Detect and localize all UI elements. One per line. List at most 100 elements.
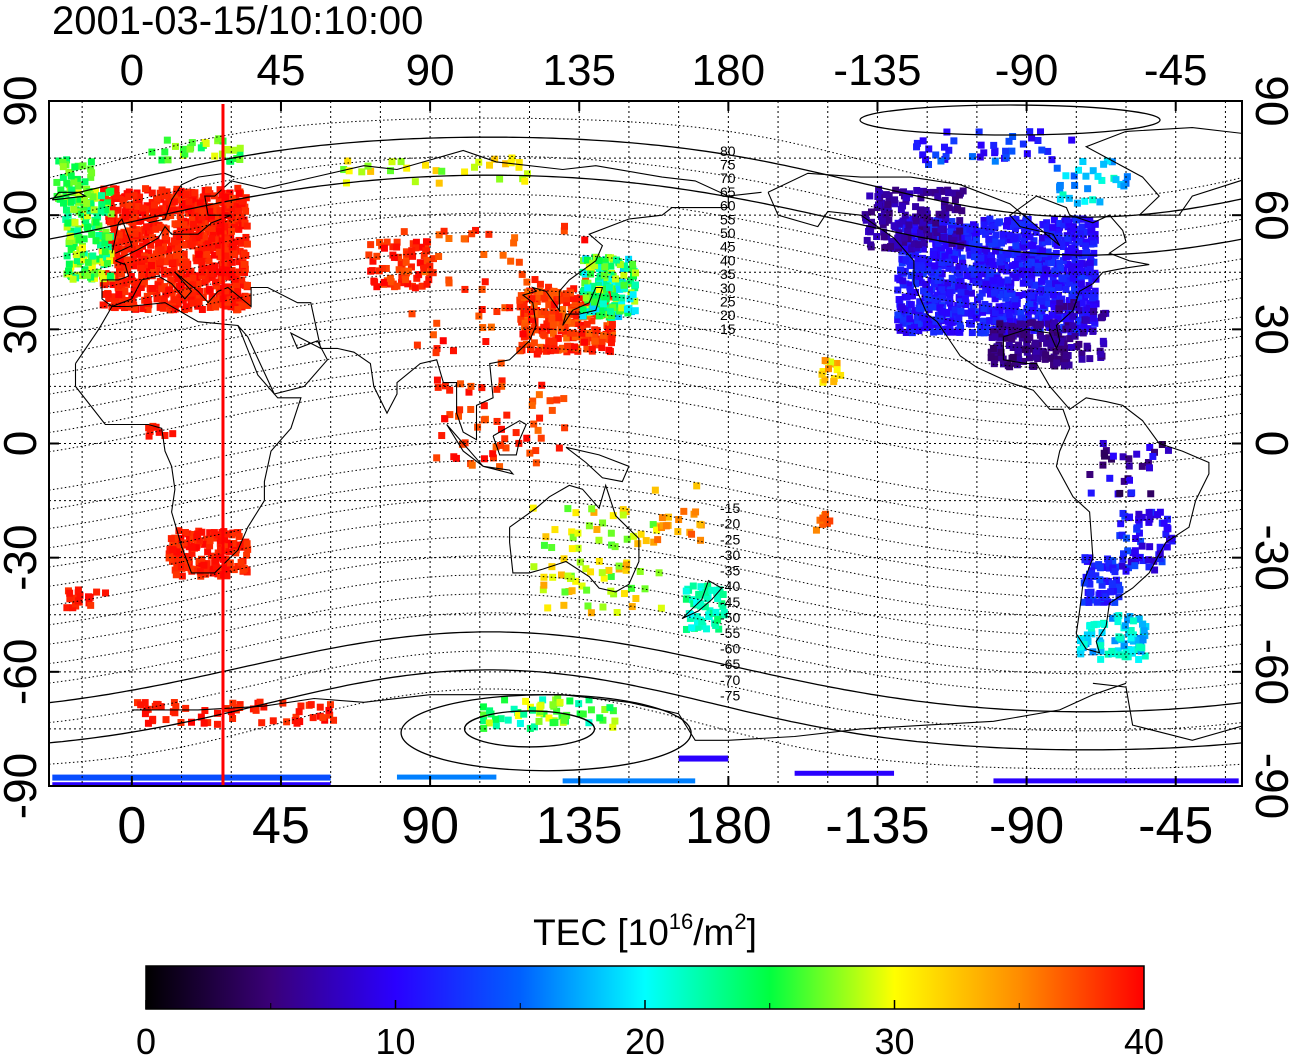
tec-cell (124, 227, 132, 235)
tec-cell (942, 214, 950, 222)
tec-cell (906, 286, 914, 294)
tec-cell (581, 236, 589, 244)
contour-label: -50 (720, 609, 740, 625)
coastline (115, 149, 762, 262)
tec-cell (485, 719, 493, 727)
tec-cell (608, 324, 616, 332)
tec-cell (1043, 219, 1051, 227)
tec-cell (74, 586, 82, 594)
tec-cell (97, 207, 105, 215)
tec-cell (918, 264, 926, 272)
tec-cell (137, 284, 145, 292)
tec-cell (980, 216, 988, 224)
tec-cell (152, 225, 160, 233)
tec-cell (316, 703, 324, 711)
tec-cell (474, 423, 482, 431)
tec-cell (478, 285, 486, 293)
tec-cell (137, 217, 145, 225)
tec-cell (110, 223, 118, 231)
tec-cell (941, 252, 949, 260)
tec-cell (995, 303, 1003, 311)
coastline (131, 682, 1242, 741)
tec-cell (103, 260, 111, 268)
tec-cell (234, 306, 242, 314)
tec-cell (1112, 176, 1120, 184)
tec-cell (1024, 260, 1032, 268)
tec-cell (974, 248, 982, 256)
tec-cell (1037, 128, 1045, 136)
tec-cell (1045, 334, 1053, 342)
tec-cell (468, 230, 476, 238)
tec-cell (957, 307, 965, 315)
tec-cell (204, 186, 212, 194)
tec-cell (1028, 134, 1036, 142)
tec-cell (172, 571, 180, 579)
tec-cell (188, 139, 196, 147)
tec-cell (587, 270, 595, 278)
tec-cell (562, 290, 570, 298)
tec-cell (461, 285, 469, 293)
tec-cell (1082, 242, 1090, 250)
tec-cell (446, 386, 454, 394)
tec-cell (182, 292, 190, 300)
tec-cell (1034, 262, 1042, 270)
tec-cell (198, 306, 206, 314)
tec-cell (1091, 271, 1099, 279)
coastline (101, 271, 329, 395)
tec-cell (166, 286, 174, 294)
tec-cell (955, 263, 963, 271)
left-latitude-labels: 9060300-30-60-90 (0, 75, 46, 819)
tec-cell (990, 282, 998, 290)
tec-cell (881, 244, 889, 252)
tec-cell (951, 266, 959, 274)
tec-cell (223, 236, 231, 244)
tec-cell (189, 299, 197, 307)
tec-cell (435, 231, 443, 239)
tec-cell (493, 385, 501, 393)
tec-cell (397, 158, 405, 166)
tec-cell (110, 304, 118, 312)
tec-cell (114, 236, 122, 244)
tec-cell (182, 191, 190, 199)
tec-cell (1086, 355, 1094, 363)
tec-cell (1063, 314, 1071, 322)
tec-cell (702, 625, 710, 633)
tec-cell (608, 275, 616, 283)
tec-cell (1023, 150, 1031, 158)
tec-cell (911, 230, 919, 238)
tec-cell (947, 228, 955, 236)
lat-label-right: -60 (1246, 639, 1292, 705)
tec-cell (940, 143, 948, 151)
tec-cell (618, 304, 626, 312)
tec-cell (985, 235, 993, 243)
tec-cell (585, 329, 593, 337)
tec-cell (1078, 350, 1086, 358)
tec-cell (237, 558, 245, 566)
tec-cell (200, 561, 208, 569)
tec-cell (125, 217, 133, 225)
tec-cell (632, 595, 640, 603)
tec-cell (340, 166, 348, 174)
tec-cell (508, 154, 516, 162)
tec-cell (1058, 240, 1066, 248)
tec-cell (1081, 197, 1089, 205)
tec-cell (1144, 459, 1152, 467)
tec-cell (228, 258, 236, 266)
tec-cell (529, 397, 537, 405)
lat-label-right: 30 (1246, 304, 1292, 355)
tec-cell (1050, 303, 1058, 311)
tec-cell (1005, 311, 1013, 319)
lon-label-bottom: -45 (1138, 797, 1213, 855)
mag-contour-south-pole (463, 710, 596, 748)
tec-cell (84, 224, 92, 232)
tec-cell (1105, 559, 1113, 567)
tec-cell (224, 145, 232, 153)
tec-cell (967, 289, 975, 297)
tec-cell (207, 552, 215, 560)
lon-label-bottom: -90 (989, 797, 1064, 855)
tec-cell (988, 223, 996, 231)
tec-cell (1077, 280, 1085, 288)
tec-cell (1083, 631, 1091, 639)
tec-cell (609, 512, 617, 520)
tec-cell (988, 258, 996, 266)
